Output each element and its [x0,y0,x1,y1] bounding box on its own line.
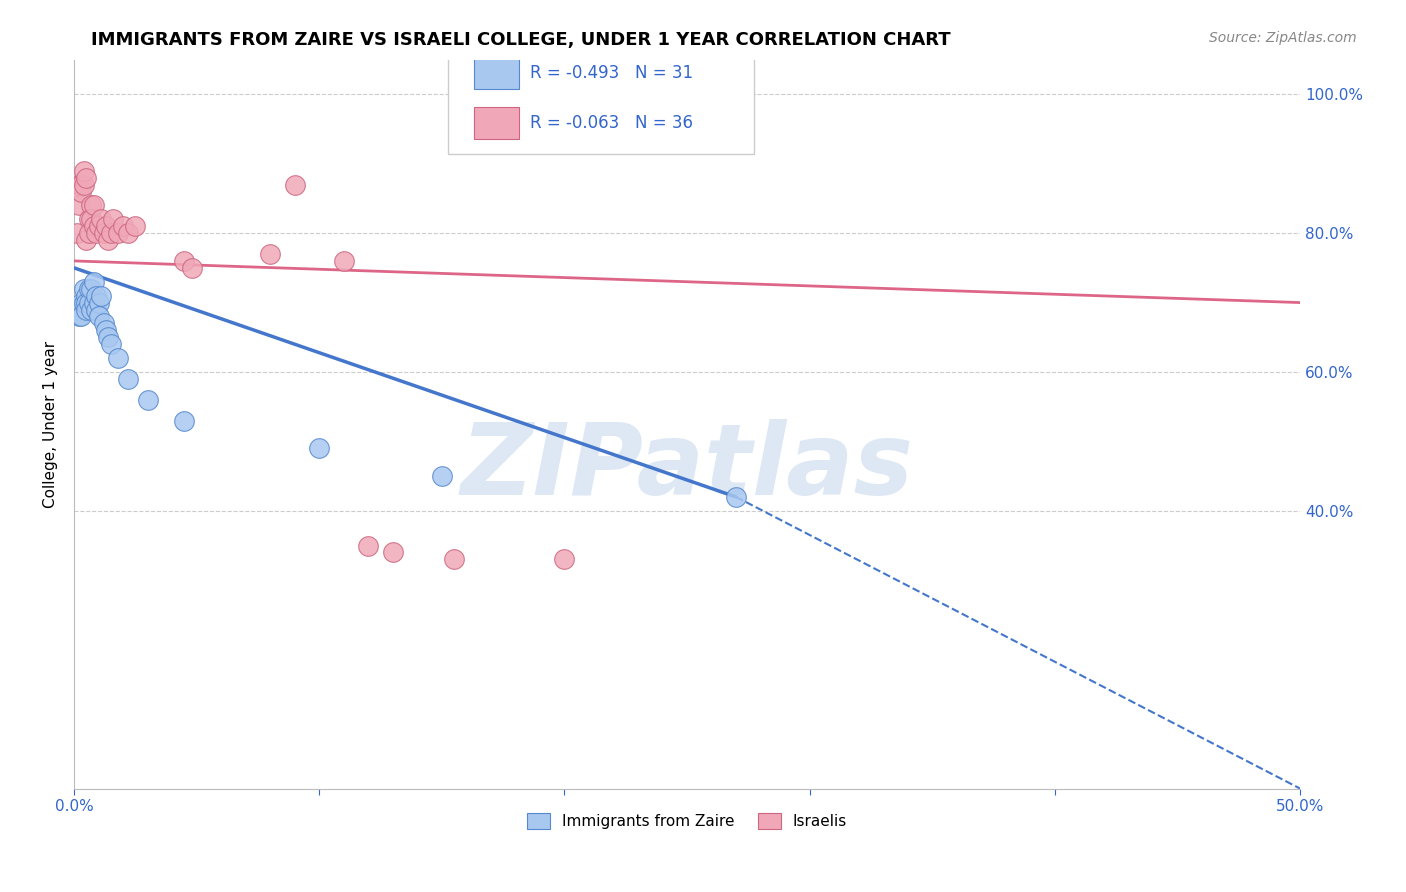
FancyBboxPatch shape [449,56,755,154]
Point [73,163,96,178]
Point [83,295,105,310]
Point [70,295,93,310]
Point [117,372,139,386]
Point [70,178,93,192]
Point [67,178,90,192]
Point [357,539,380,553]
FancyBboxPatch shape [474,107,519,139]
Point [94,219,117,234]
Point [83,275,105,289]
Point [83,198,105,212]
Point [97,330,120,344]
Text: R = -0.493   N = 31: R = -0.493 N = 31 [530,64,693,82]
Y-axis label: College, Under 1 year: College, Under 1 year [44,341,58,508]
Point [430,469,453,483]
Point [75,295,97,310]
Point [100,337,122,351]
Point [180,260,202,275]
Point [93,226,115,240]
Point [553,552,575,566]
Text: Source: ZipAtlas.com: Source: ZipAtlas.com [1209,31,1357,45]
Point [103,212,125,227]
Point [90,288,112,302]
Point [87,295,110,310]
Point [67,310,90,324]
Point [75,288,97,302]
Point [80,282,103,296]
Point [284,178,307,192]
Point [77,226,100,240]
Legend: Immigrants from Zaire, Israelis: Immigrants from Zaire, Israelis [522,807,853,836]
Point [80,212,103,227]
Point [107,351,129,365]
Point [381,545,404,559]
Point [73,178,96,192]
Point [70,185,93,199]
Point [75,233,97,247]
Point [107,226,129,240]
Point [87,219,110,234]
Point [67,198,90,212]
Point [75,170,97,185]
Point [83,219,105,234]
Point [100,226,122,240]
Point [77,282,100,296]
Point [65,226,87,240]
Point [70,310,93,324]
FancyBboxPatch shape [474,57,519,89]
Point [124,219,146,234]
Point [73,295,96,310]
Point [725,490,748,504]
Point [112,219,135,234]
Point [136,392,159,407]
Point [308,442,330,456]
Point [333,254,356,268]
Point [90,212,112,227]
Point [87,310,110,324]
Point [84,302,107,317]
Point [117,226,139,240]
Point [80,302,103,317]
Point [80,198,103,212]
Point [84,288,107,302]
Point [97,233,120,247]
Text: IMMIGRANTS FROM ZAIRE VS ISRAELI COLLEGE, UNDER 1 YEAR CORRELATION CHART: IMMIGRANTS FROM ZAIRE VS ISRAELI COLLEGE… [91,31,950,49]
Point [443,552,465,566]
Point [94,323,117,337]
Point [173,414,195,428]
Point [77,295,100,310]
Point [75,302,97,317]
Point [84,226,107,240]
Text: ZIPatlas: ZIPatlas [461,419,914,516]
Point [93,317,115,331]
Point [65,302,87,317]
Text: R = -0.063   N = 36: R = -0.063 N = 36 [530,114,693,132]
Point [259,247,281,261]
Point [77,212,100,227]
Point [73,282,96,296]
Point [173,254,195,268]
